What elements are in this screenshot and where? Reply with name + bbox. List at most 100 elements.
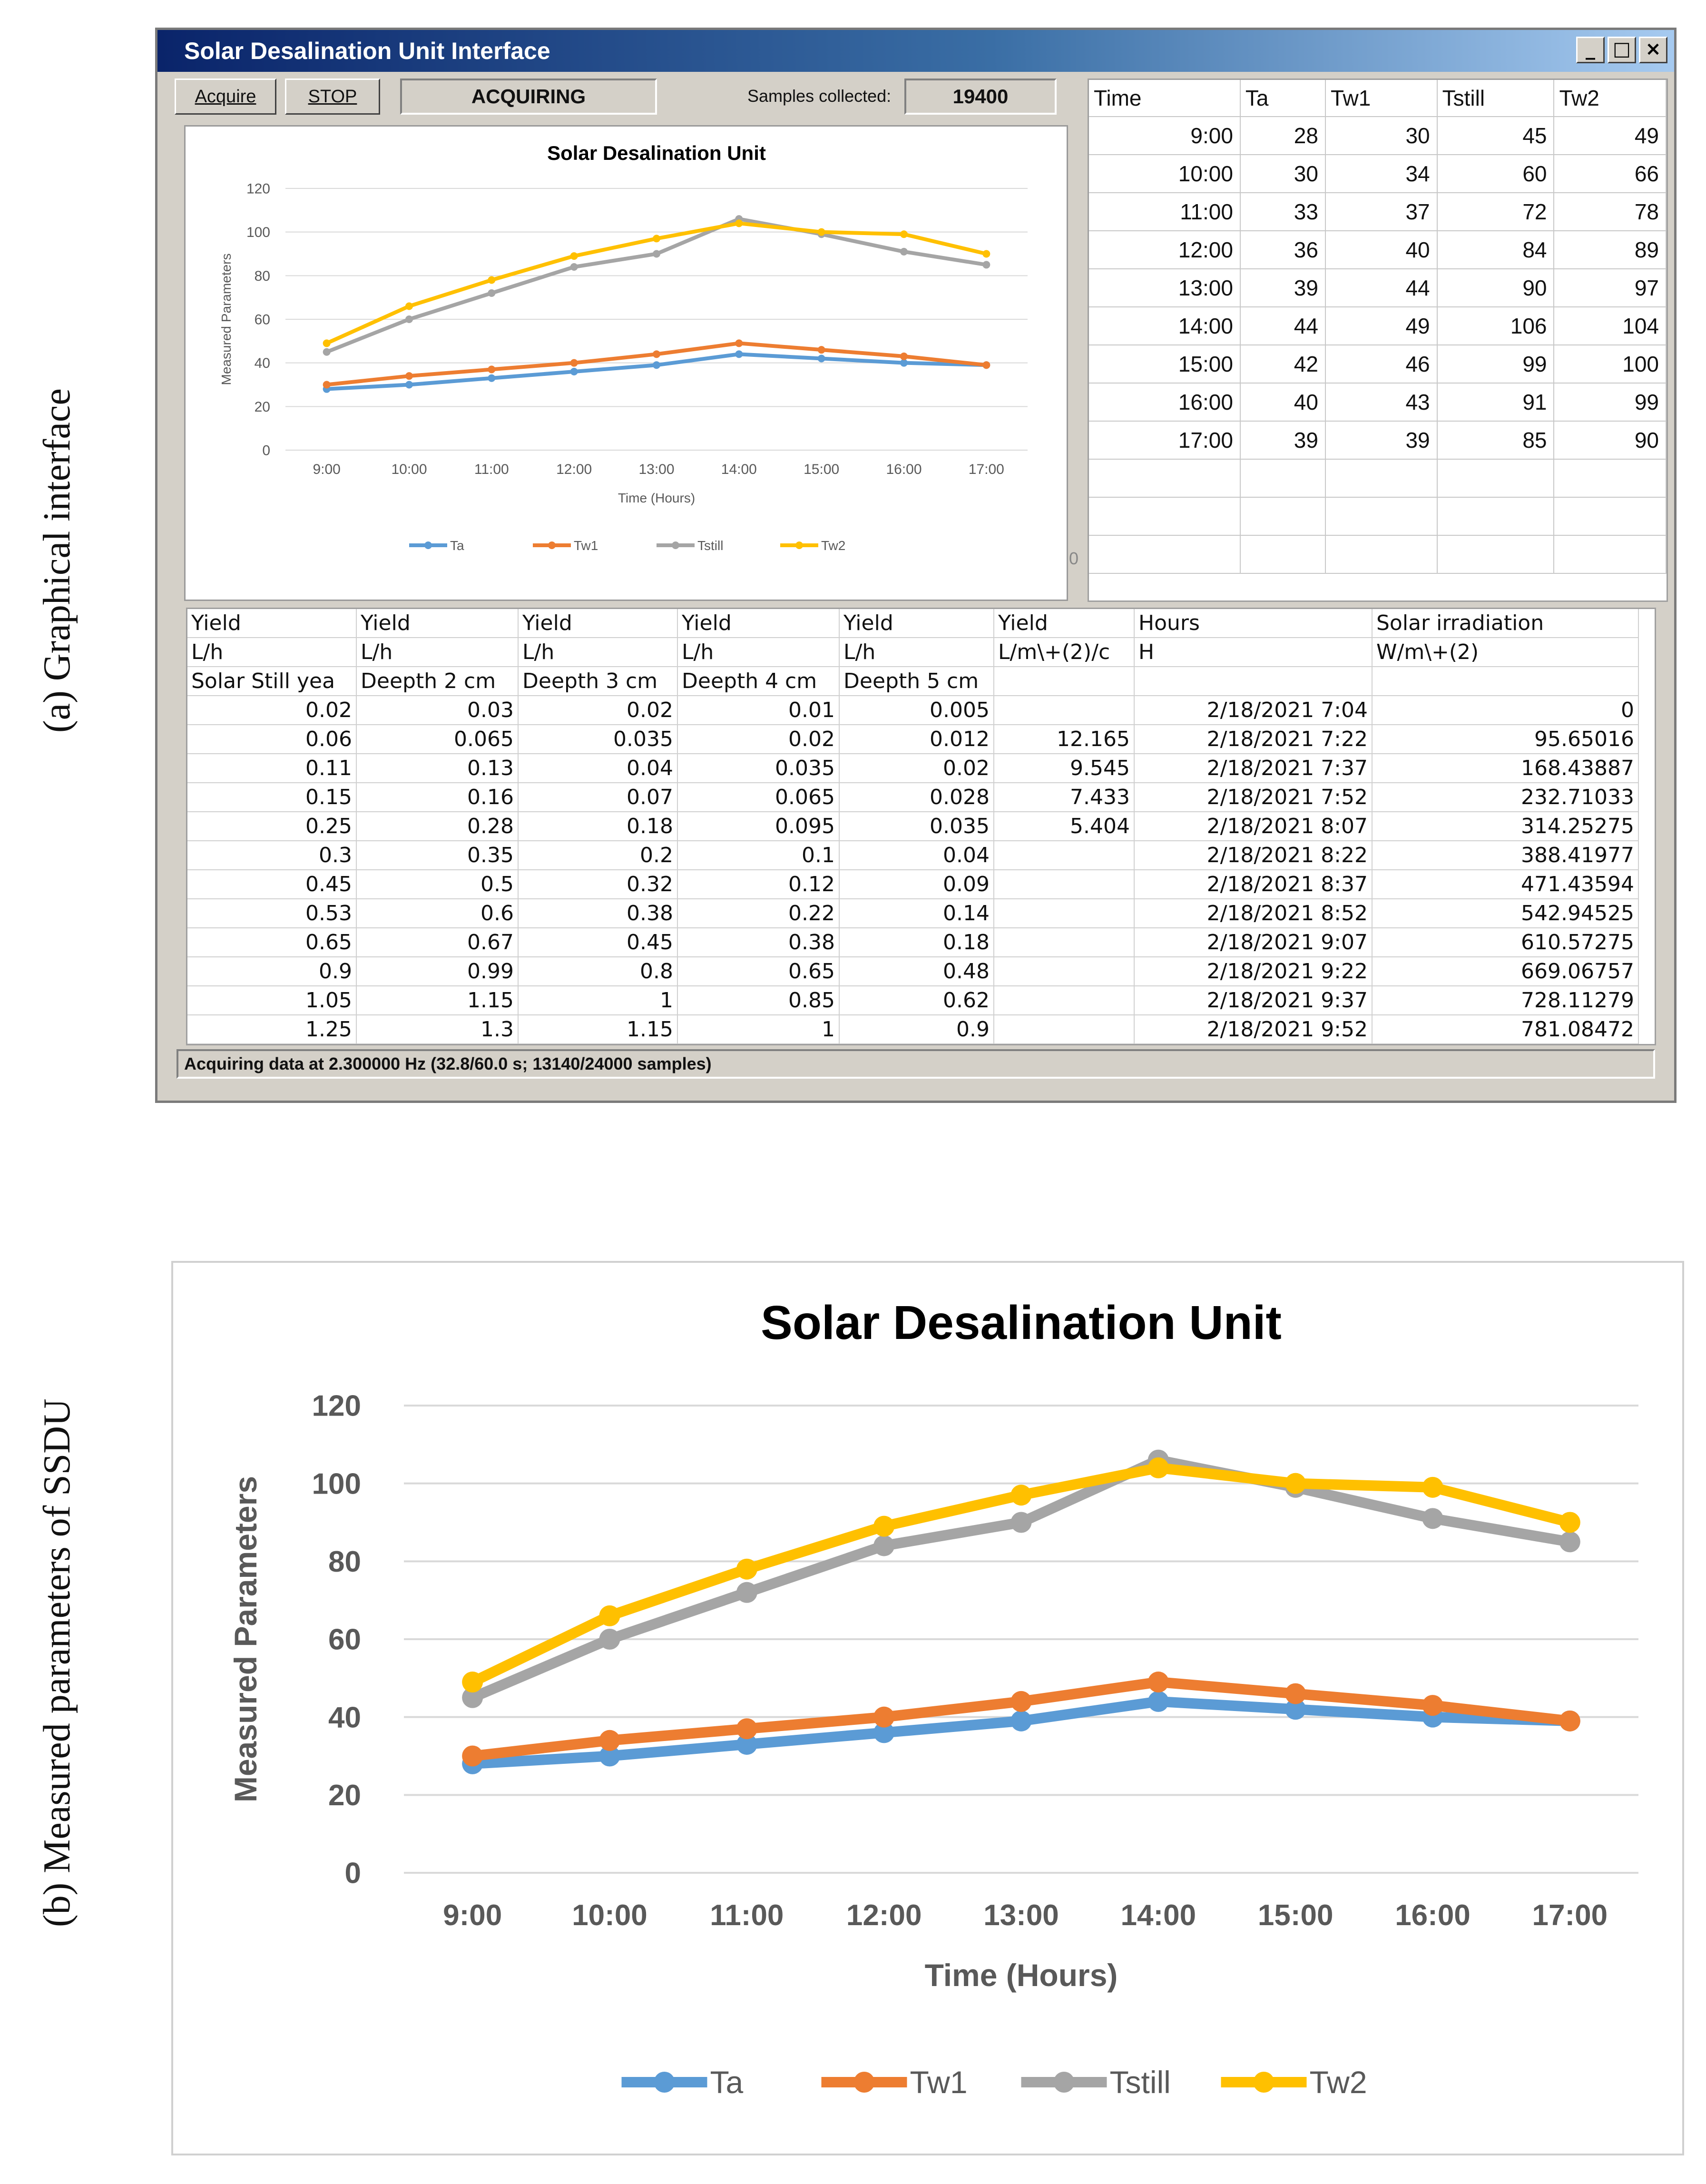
- data-point-tstill: [462, 1687, 483, 1708]
- table-row[interactable]: 9:00 28 30 45 49: [1089, 117, 1667, 155]
- data-point-tw1: [1285, 1683, 1306, 1704]
- data-point-tw1: [570, 359, 578, 367]
- data-point-tw1: [736, 1718, 757, 1740]
- minimize-button[interactable]: _: [1576, 37, 1605, 63]
- readings-col-header[interactable]: Tw1: [1325, 80, 1438, 117]
- data-point-tw1: [982, 361, 990, 369]
- yield-header-row: L/h L/h L/h L/h L/h L/m\+(2)/c H W/m\+(2): [187, 638, 1639, 667]
- x-tick-label: 13:00: [638, 462, 674, 477]
- data-point-tw1: [653, 350, 660, 358]
- table-row[interactable]: 10:00 30 34 60 66: [1089, 155, 1667, 193]
- empty-cell: [1325, 459, 1438, 498]
- data-point-tw2: [1422, 1476, 1443, 1498]
- x-tick-label: 9:00: [443, 1899, 502, 1932]
- table-cell: 0.07: [518, 783, 678, 812]
- table-row[interactable]: 1.25 1.3 1.15 1 0.9 2/18/2021 9:52 781.08472: [187, 1015, 1639, 1044]
- table-cell: 30: [1325, 117, 1438, 155]
- table-row[interactable]: 0.25 0.28 0.18 0.095 0.035 5.404 2/18/2021 8:0…: [187, 812, 1639, 841]
- table-row[interactable]: 1.05 1.15 1 0.85 0.62 2/18/2021 9:37 728.11279: [187, 986, 1639, 1015]
- table-row[interactable]: 11:00 33 37 72 78: [1089, 193, 1667, 231]
- data-point-tw2: [653, 235, 660, 243]
- table-row[interactable]: 15:00 42 46 99 100: [1089, 345, 1667, 384]
- table-row[interactable]: 0.9 0.99 0.8 0.65 0.48 2/18/2021 9:22 669.0675…: [187, 957, 1639, 986]
- data-point-tstill: [736, 1582, 757, 1603]
- table-cell: 33: [1240, 193, 1326, 231]
- readings-col-header[interactable]: Tstill: [1437, 80, 1555, 117]
- table-cell: 0.9: [187, 957, 357, 986]
- table-cell: 0.095: [677, 812, 840, 841]
- table-row[interactable]: 16:00 40 43 91 99: [1089, 383, 1667, 422]
- readings-table-panel[interactable]: Time Ta Tw1 Tstill Tw2 9:00 28 30 45 49 10:00 30 34…: [1088, 79, 1668, 602]
- readings-col-header[interactable]: Ta: [1240, 80, 1326, 117]
- data-point-tw2: [735, 219, 743, 227]
- table-cell: 0.25: [187, 812, 357, 841]
- data-point-tstill: [570, 263, 578, 271]
- table-row[interactable]: 0.65 0.67 0.45 0.38 0.18 2/18/2021 9:07 610.57…: [187, 928, 1639, 957]
- samples-collected-label: Samples collected:: [747, 86, 892, 106]
- table-cell: 0.62: [839, 986, 994, 1015]
- table-cell: 0.9: [839, 1015, 994, 1044]
- stop-button[interactable]: STOP: [285, 79, 380, 115]
- table-cell: 2/18/2021 7:04: [1134, 696, 1373, 725]
- table-cell: 44: [1240, 307, 1326, 345]
- yield-header-row: Solar Still yea Deepth 2 cm Deepth 3 cm Dee…: [187, 667, 1639, 696]
- data-point-tw1: [1559, 1710, 1580, 1731]
- table-cell: 0.03: [356, 696, 519, 725]
- table-cell: 9:00: [1089, 117, 1241, 155]
- maximize-button[interactable]: □: [1608, 37, 1636, 63]
- table-row[interactable]: 0.45 0.5 0.32 0.12 0.09 2/18/2021 8:37 471.435…: [187, 870, 1639, 899]
- table-row[interactable]: 0.02 0.03 0.02 0.01 0.005 2/18/2021 7:04 0: [187, 696, 1639, 725]
- acquire-button[interactable]: Acquire: [175, 79, 276, 115]
- table-row[interactable]: 14:00 44 49 106 104: [1089, 307, 1667, 345]
- data-point-tstill: [1422, 1508, 1443, 1529]
- data-point-tw2: [900, 230, 908, 238]
- table-cell: 2/18/2021 7:22: [1134, 725, 1373, 754]
- window-titlebar[interactable]: Solar Desalination Unit Interface _ □ ×: [157, 30, 1674, 72]
- data-point-tw1: [488, 365, 496, 374]
- table-row[interactable]: 12:00 36 40 84 89: [1089, 231, 1667, 269]
- table-cell: 34: [1325, 155, 1438, 193]
- close-button[interactable]: ×: [1639, 37, 1667, 63]
- yield-header-cell: Deepth 2 cm: [356, 667, 519, 696]
- x-tick-label: 10:00: [391, 462, 427, 477]
- data-point-tw1: [1010, 1691, 1032, 1712]
- table-row[interactable]: 0.15 0.16 0.07 0.065 0.028 7.433 2/18/2021 7:5…: [187, 783, 1639, 812]
- table-cell: 0.065: [356, 725, 519, 754]
- legend-marker: [853, 2072, 875, 2093]
- table-row[interactable]: 13:00 39 44 90 97: [1089, 269, 1667, 307]
- table-row[interactable]: 17:00 39 39 85 90: [1089, 421, 1667, 460]
- x-tick-label: 12:00: [556, 462, 592, 477]
- window-title: Solar Desalination Unit Interface: [184, 38, 550, 64]
- table-row[interactable]: 0.53 0.6 0.38 0.22 0.14 2/18/2021 8:52 542.945…: [187, 899, 1639, 928]
- x-tick-label: 13:00: [983, 1899, 1059, 1932]
- table-row[interactable]: 0.3 0.35 0.2 0.1 0.04 2/18/2021 8:22 388.41977: [187, 841, 1639, 870]
- y-tick-label: 100: [312, 1467, 361, 1500]
- yield-table-panel[interactable]: Yield Yield Yield Yield Yield Yield Hours Solar…: [186, 608, 1656, 1045]
- y-tick-label: 80: [255, 268, 270, 284]
- yield-header-cell: [994, 667, 1135, 696]
- table-cell: [994, 957, 1135, 986]
- legend-marker: [672, 541, 679, 549]
- table-cell: 85: [1437, 421, 1555, 460]
- table-cell: 28: [1240, 117, 1326, 155]
- data-point-tstill: [599, 1629, 620, 1650]
- x-tick-label: 15:00: [1258, 1899, 1333, 1932]
- yield-header-cell: Yield: [994, 609, 1135, 638]
- legend-marker: [424, 541, 432, 549]
- readings-col-header[interactable]: Time: [1089, 80, 1241, 117]
- table-cell: 1.15: [518, 1015, 678, 1044]
- yield-header-cell: L/h: [518, 638, 678, 667]
- data-point-ta: [1010, 1710, 1032, 1731]
- table-cell: 0.6: [356, 899, 519, 928]
- table-cell: 728.11279: [1372, 986, 1639, 1015]
- table-cell: 471.43594: [1372, 870, 1639, 899]
- table-row[interactable]: 0.11 0.13 0.04 0.035 0.02 9.545 2/18/2021 7:37…: [187, 754, 1639, 783]
- y-tick-label: 0: [345, 1857, 361, 1890]
- yield-header-cell: W/m\+(2): [1372, 638, 1639, 667]
- data-point-ta: [1147, 1691, 1169, 1712]
- table-cell: 0.02: [677, 725, 840, 754]
- table-row[interactable]: 0.06 0.065 0.035 0.02 0.012 12.165 2/18/2021 7…: [187, 725, 1639, 754]
- readings-col-header[interactable]: Tw2: [1554, 80, 1667, 117]
- data-point-ta: [570, 368, 578, 375]
- table-cell: 0.53: [187, 899, 357, 928]
